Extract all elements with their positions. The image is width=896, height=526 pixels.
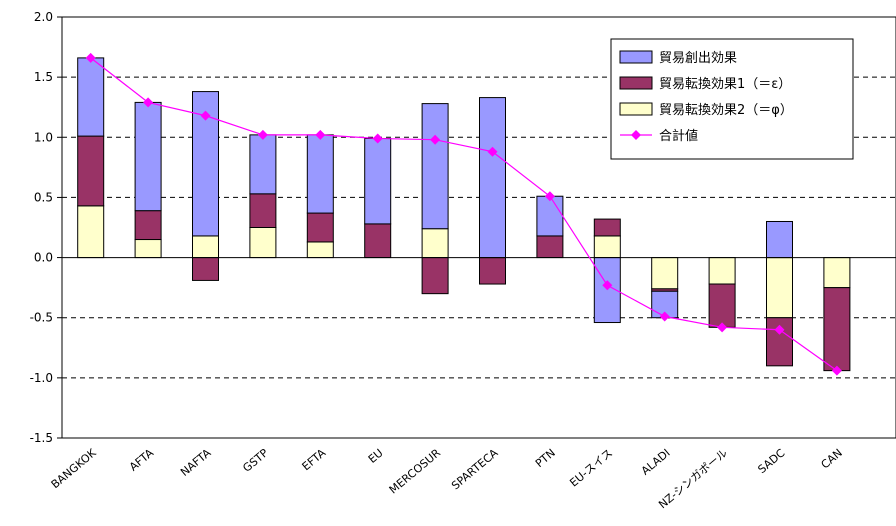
y-tick-label: -1.5 [30,431,53,445]
legend-label: 合計値 [659,128,698,144]
bar-segment [421,257,449,295]
x-tick-label: EU [366,446,386,466]
y-tick-label: 0.5 [34,190,53,204]
total-marker [602,280,613,291]
bar-segment [651,257,679,290]
total-marker [315,129,326,140]
bar-segment [708,283,736,328]
bar-segment [306,134,334,214]
bar-segment [536,195,564,237]
x-tick-label: SADC [755,446,787,476]
y-tick-label: 1.0 [34,130,53,144]
legend-marker [631,130,641,140]
x-tick-label: BANGKOK [49,446,100,491]
total-marker [544,191,555,202]
bar-segment [823,257,851,289]
plot-frame [61,16,896,439]
bar-segment [593,235,621,259]
y-tick-label: 0.0 [34,251,53,265]
bar-segment [306,212,334,243]
bar-segment [421,103,449,230]
bar-segment [192,257,219,281]
bar-segment [479,257,506,285]
total-marker [257,129,268,140]
y-tick-label: 2.0 [34,10,53,24]
bar-segment [134,101,162,212]
total-line [90,57,838,372]
x-tick-label: EU-スイス [567,446,615,489]
y-tick-label: 1.5 [34,70,53,84]
bar-segment [249,134,277,195]
bar-segment [249,193,277,229]
bar-segment [192,235,219,259]
x-tick-label: PTN [533,446,558,470]
legend-label: 貿易創出効果 [659,51,737,66]
x-tick-label: CAN [819,446,845,471]
total-marker [372,133,383,144]
x-tick-label: MERCOSUR [387,446,444,496]
bar-segment [77,205,105,259]
legend-swatch [619,76,653,90]
total-marker [831,365,842,376]
x-tick-label: NAFTA [178,446,214,479]
bar-segment [479,97,506,259]
total-marker [659,311,670,322]
y-tick-label: -1.0 [30,371,53,385]
bar-segment [249,227,277,259]
total-marker [200,110,211,121]
bar-segment [77,57,105,137]
legend-label: 貿易転換効果1（＝ε） [659,77,791,92]
total-marker [487,146,498,157]
bar-segment [364,137,392,225]
bar-segment [134,210,162,241]
total-marker [85,52,96,63]
total-marker [717,322,728,333]
x-tick-label: EFTA [300,446,329,473]
bar-segment [77,135,105,207]
x-tick-label: ALADI [639,446,673,477]
legend-label: 貿易転換効果2（＝φ） [659,103,793,118]
bar-segment [134,239,162,259]
bar-segment [823,287,851,372]
total-marker [774,324,785,335]
legend-swatch [619,50,653,64]
bar-segment [306,241,334,259]
total-marker [143,97,154,108]
x-tick-label: SPARTECA [449,446,501,492]
x-tick-label: GSTP [240,446,271,475]
y-tick-label: -0.5 [30,311,53,325]
bar-segment [421,228,449,259]
bar-segment [593,218,621,237]
total-marker [430,134,441,145]
bar-segment [536,235,564,259]
bar-segment [708,257,736,285]
bar-segment [766,257,793,319]
x-tick-label: AFTA [127,446,156,474]
bar-segment [364,223,392,259]
bar-segment [766,220,793,259]
legend-swatch [619,102,653,116]
